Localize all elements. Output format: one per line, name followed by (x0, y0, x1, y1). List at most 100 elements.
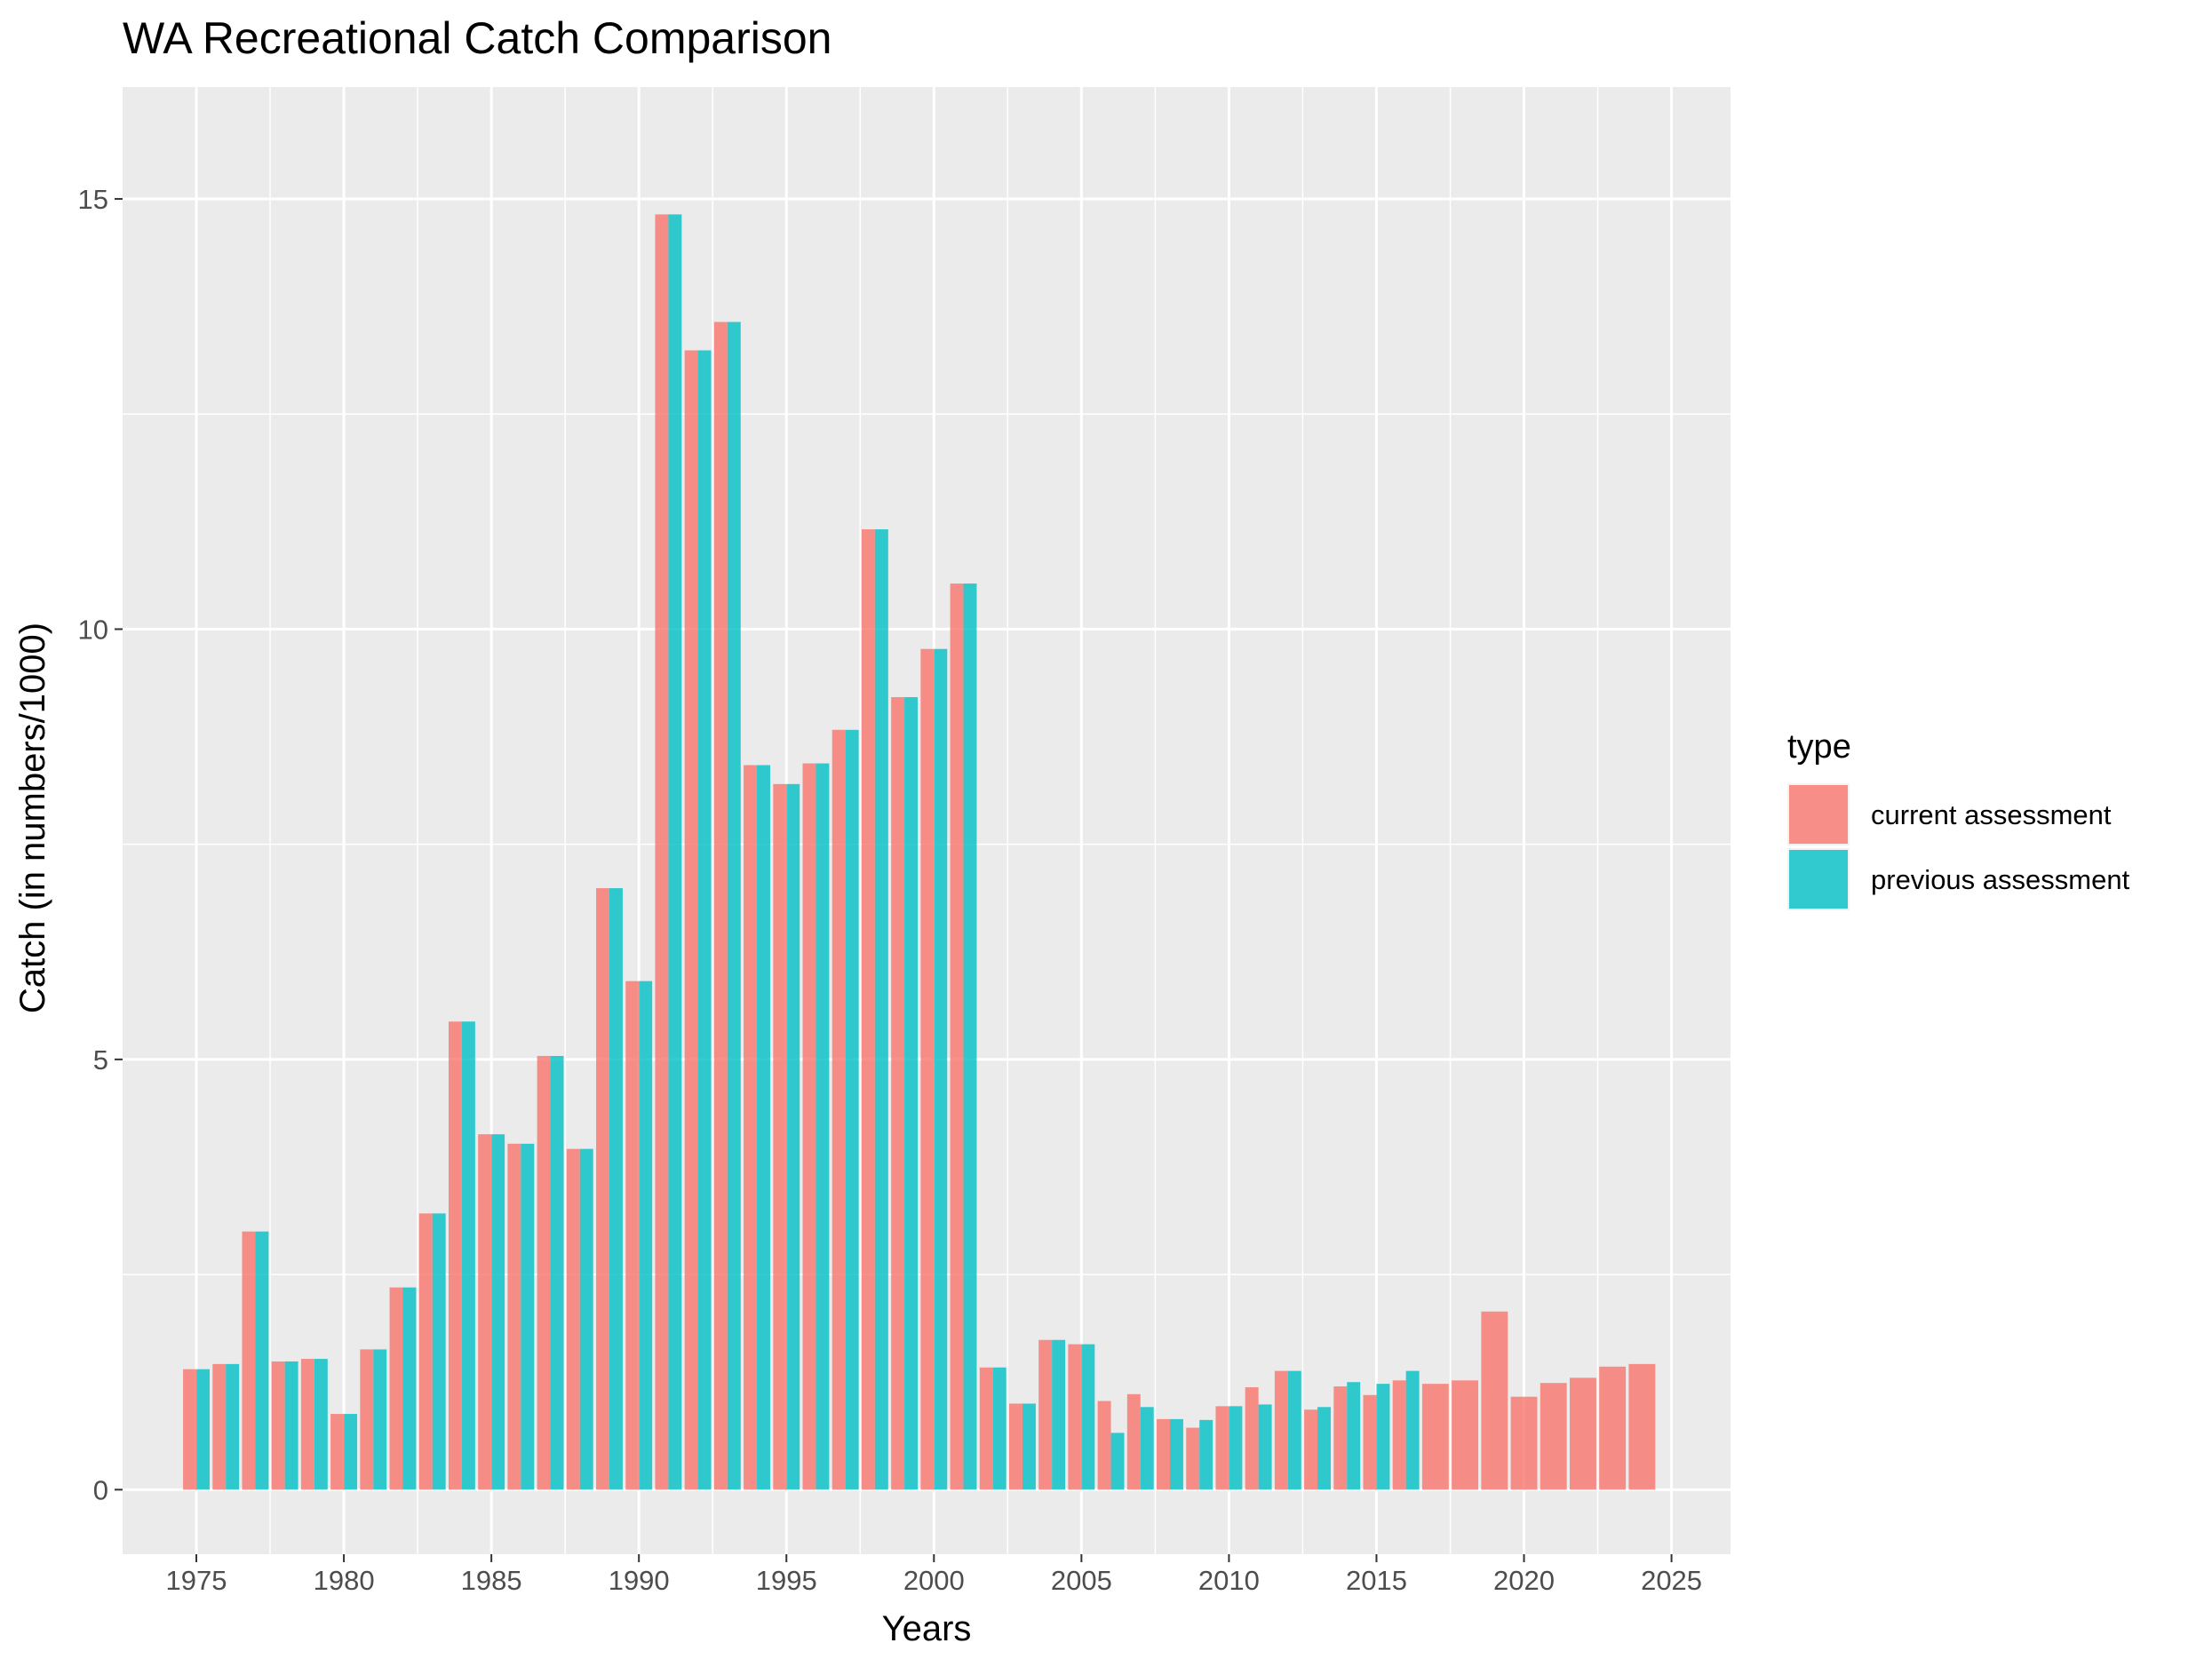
bar-current-2000 (920, 648, 935, 1490)
bar-current-1985 (478, 1134, 492, 1490)
legend-swatch-current (1789, 785, 1848, 844)
bar-previous-1985 (491, 1134, 505, 1490)
bar-current-2007 (1126, 1393, 1141, 1490)
bar-current-2018 (1452, 1380, 1479, 1490)
x-tick-label: 2020 (1493, 1565, 1555, 1596)
bar-current-1991 (655, 214, 669, 1490)
legend-title: type (1787, 728, 1851, 766)
x-axis-title: Years (882, 1609, 972, 1648)
bar-current-1976 (212, 1363, 227, 1490)
bar-previous-2008 (1169, 1418, 1183, 1490)
bar-current-2016 (1392, 1380, 1406, 1490)
bar-current-2017 (1421, 1384, 1449, 1490)
bar-previous-2000 (934, 648, 948, 1490)
legend-items: current assessment previous assessment (1787, 783, 2130, 910)
x-tick-label: 1990 (609, 1565, 670, 1596)
bar-current-1994 (744, 765, 758, 1490)
bar-current-2014 (1333, 1386, 1348, 1490)
bar-previous-1987 (550, 1055, 564, 1490)
bar-current-1995 (773, 783, 787, 1490)
bar-current-2001 (950, 583, 964, 1490)
x-tick-label: 2005 (1051, 1565, 1112, 1596)
x-axis: 1975 1980 1985 1990 1995 2000 2005 2010 2015 2020… (166, 1554, 1702, 1596)
bar-previous-1983 (432, 1213, 446, 1490)
legend: type current assessment previous assessme… (1787, 728, 2130, 910)
bar-current-1997 (831, 729, 846, 1490)
bar-previous-2014 (1347, 1382, 1361, 1490)
bar-previous-2002 (992, 1367, 1007, 1490)
x-tick-label: 2010 (1198, 1565, 1260, 1596)
bar-previous-1980 (344, 1414, 358, 1490)
bar-previous-2010 (1229, 1406, 1243, 1490)
bar-previous-1994 (757, 765, 770, 1490)
bar-previous-1986 (521, 1143, 535, 1490)
legend-label-current: current assessment (1871, 799, 2112, 830)
bar-previous-2011 (1258, 1404, 1272, 1490)
bar-current-1980 (330, 1414, 345, 1490)
bar-previous-1996 (816, 763, 830, 1490)
bar-current-2010 (1215, 1406, 1229, 1490)
bar-current-1986 (507, 1143, 521, 1490)
y-tick-label: 15 (78, 184, 108, 215)
bar-previous-1977 (255, 1231, 269, 1490)
x-tick-label: 2000 (903, 1565, 965, 1596)
bar-previous-1997 (845, 729, 859, 1490)
bar-current-2009 (1186, 1427, 1200, 1490)
bar-current-2024 (1628, 1363, 1656, 1490)
bar-current-2004 (1038, 1339, 1053, 1490)
bar-current-1989 (596, 888, 609, 1490)
bar-current-2006 (1097, 1401, 1111, 1490)
x-tick-label: 1975 (166, 1565, 227, 1596)
bar-previous-1981 (373, 1349, 387, 1490)
bar-previous-1995 (786, 783, 800, 1490)
bar-current-1977 (242, 1231, 256, 1490)
bar-current-1975 (183, 1369, 197, 1490)
bar-current-1982 (389, 1287, 403, 1490)
bar-previous-2012 (1287, 1370, 1301, 1490)
bar-current-2008 (1157, 1418, 1170, 1490)
bar-previous-2015 (1376, 1384, 1390, 1490)
bar-previous-1999 (904, 696, 919, 1490)
x-tick-label: 2025 (1641, 1565, 1702, 1596)
bar-previous-1982 (402, 1287, 417, 1490)
bar-previous-1988 (579, 1148, 593, 1490)
bar-previous-2013 (1317, 1407, 1331, 1490)
bar-previous-1984 (461, 1021, 475, 1490)
bar-current-2021 (1540, 1383, 1567, 1490)
bar-previous-2001 (963, 583, 977, 1490)
bar-previous-1993 (727, 321, 741, 1490)
bar-current-1990 (625, 980, 640, 1490)
bar-previous-1991 (668, 214, 682, 1490)
y-tick-label: 10 (78, 614, 108, 645)
bar-current-2020 (1510, 1396, 1538, 1490)
legend-label-previous: previous assessment (1871, 864, 2130, 895)
bar-previous-1992 (697, 350, 712, 1490)
bar-current-1996 (802, 763, 816, 1490)
legend-swatch-previous (1789, 850, 1848, 909)
bars-layer (183, 214, 1656, 1490)
bar-current-2003 (1008, 1403, 1022, 1490)
bar-current-1981 (360, 1349, 374, 1490)
bar-previous-1998 (874, 529, 888, 1490)
bar-current-2013 (1304, 1409, 1318, 1490)
bar-current-1988 (566, 1148, 580, 1490)
bar-previous-1990 (639, 980, 653, 1490)
bar-previous-2003 (1022, 1403, 1036, 1490)
bar-previous-2016 (1405, 1370, 1420, 1490)
bar-current-1978 (271, 1361, 285, 1490)
bar-previous-2004 (1052, 1339, 1066, 1490)
bar-current-2015 (1363, 1394, 1377, 1490)
bar-current-2019 (1481, 1311, 1508, 1490)
bar-previous-2007 (1140, 1407, 1154, 1490)
bar-current-1998 (861, 529, 875, 1490)
bar-current-1993 (713, 321, 728, 1490)
bar-previous-1979 (314, 1359, 328, 1490)
y-axis: 0 5 10 15 (78, 184, 123, 1505)
y-tick-label: 0 (93, 1474, 108, 1505)
bar-previous-2009 (1199, 1419, 1213, 1490)
bar-previous-2005 (1081, 1344, 1095, 1490)
bar-current-2023 (1599, 1366, 1627, 1490)
bar-current-1984 (448, 1021, 462, 1490)
y-axis-title: Catch (in numbers/1000) (13, 623, 52, 1013)
